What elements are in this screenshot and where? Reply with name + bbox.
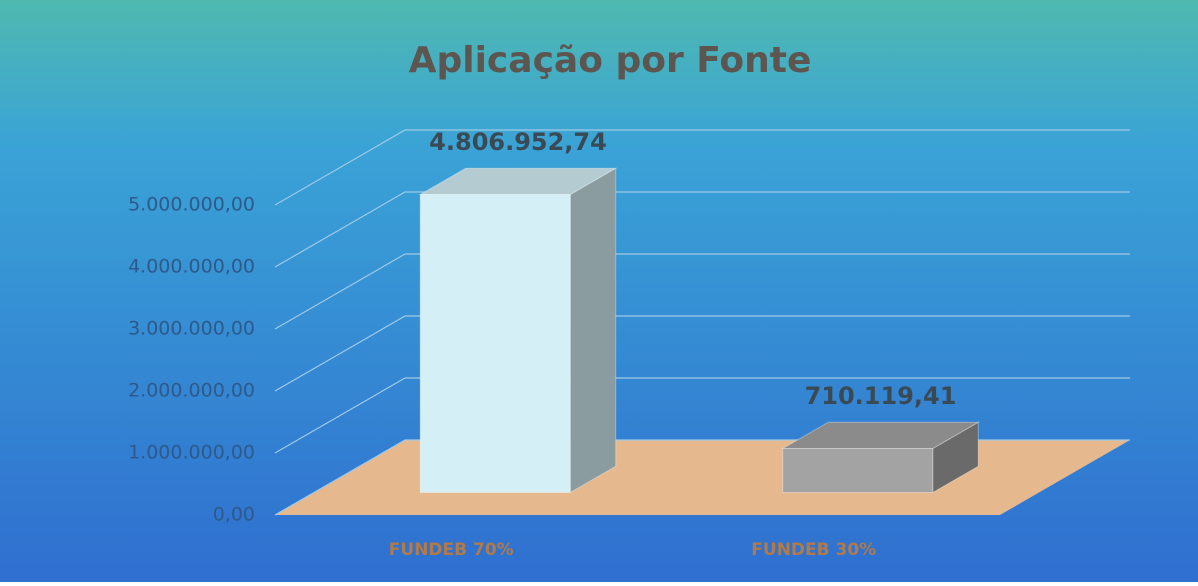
grid-line <box>274 377 1130 454</box>
bar <box>780 421 981 494</box>
floor <box>275 440 1130 515</box>
data-label: 710.119,41 <box>805 382 957 410</box>
bar-side <box>569 167 617 494</box>
y-tick-label: 3.000.000,00 <box>128 318 255 340</box>
x-tick-label: FUNDEB 70% <box>389 540 514 560</box>
grid-line <box>274 315 1130 392</box>
y-tick-label: 5.000.000,00 <box>128 194 255 216</box>
x-tick-label: FUNDEB 30% <box>751 540 876 560</box>
grid-line <box>274 253 1130 330</box>
y-tick-label: 4.000.000,00 <box>128 256 255 278</box>
chart-title: Aplicação por Fonte <box>409 40 812 81</box>
data-label: 4.806.952,74 <box>429 128 607 156</box>
y-tick-label: 0,00 <box>213 504 255 526</box>
y-tick-label: 1.000.000,00 <box>128 442 255 464</box>
bar-front <box>782 447 934 493</box>
bar-front <box>419 193 571 493</box>
bar <box>418 167 618 494</box>
grid-line <box>274 129 1130 206</box>
y-tick-label: 2.000.000,00 <box>128 380 255 402</box>
grid-line <box>274 191 1130 268</box>
